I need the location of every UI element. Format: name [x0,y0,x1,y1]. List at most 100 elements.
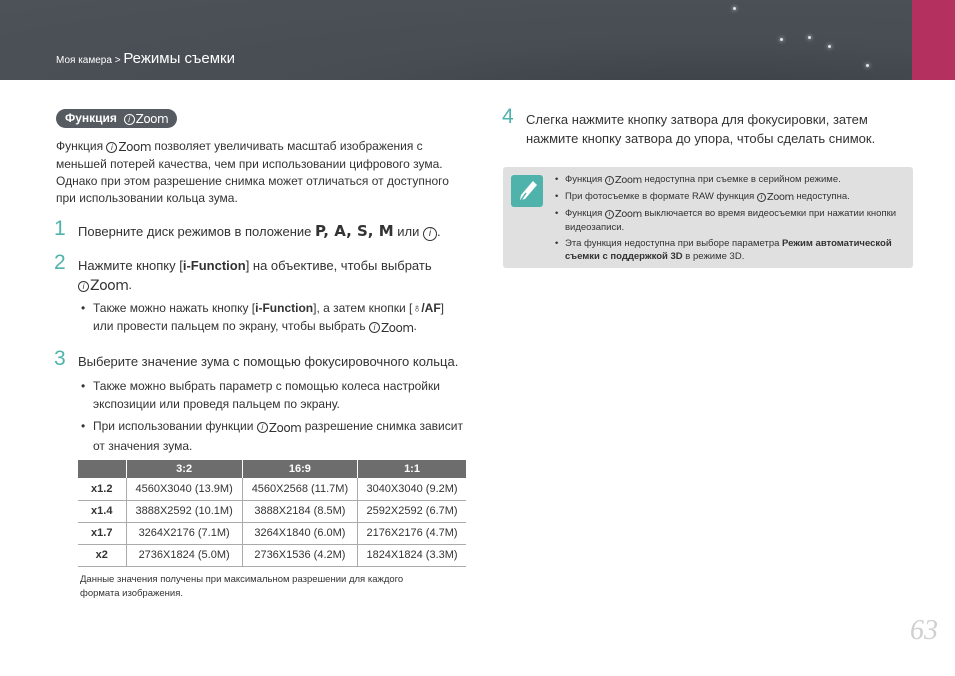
step-3-bullet: Также можно выбрать параметр с помощью к… [79,377,467,413]
section-title-text: Функция [65,111,117,125]
table-cell: 3264X2176 (7.1M) [126,522,243,545]
table-cell: 2736X1824 (5.0M) [126,544,243,567]
note-text: При фотосъемке в формате RAW функция [565,191,755,202]
pen-icon [511,175,543,207]
i-zoom-icon: i Zoom [78,277,129,296]
zoom-label: Zoom [268,420,302,435]
note-text: Функция [565,208,603,219]
intro-text: позволяет увеличивать масштаб изображени… [56,139,449,205]
table-cell: x2 [78,544,127,567]
i-icon: i [256,422,268,433]
decor-dot [808,36,811,39]
table-footnote: Данные значения получены при максимально… [80,574,404,599]
zoom-label: Zoom [90,278,129,294]
table-cell: 3040X3040 (9.2M) [357,478,466,501]
step-number: 1 [54,217,66,240]
decor-dot [866,64,869,67]
section-title: Функция i Zoom [56,109,178,128]
step-text: Выберите значение зума с помощью фокусир… [78,354,459,369]
table-cell: 1824X1824 (3.3M) [357,544,466,567]
table-cell: 3888X2592 (10.1M) [126,500,243,523]
table-cell: x1.4 [78,500,127,523]
step-text: Нажмите кнопку [ [78,258,183,273]
i-icon: i [78,281,89,292]
step-2: 2 Нажмите кнопку [i-Function] на объектив… [54,251,432,296]
bullet-text: Также можно выбрать параметр с помощью к… [93,379,440,411]
i-zoom-icon: i Zoom [106,139,152,156]
table-cell: x1.2 [78,478,127,501]
i-icon: i [604,176,614,185]
step-text: или [397,224,420,239]
bullet-text: Также можно нажать кнопку [ [93,301,256,315]
i-zoom-icon: i Zoom [756,191,794,204]
note-bold-text: Режим автоматической съемки с поддержкой… [565,238,892,262]
zoom-label: Zoom [380,320,414,335]
step-number: 4 [502,105,514,128]
step-number: 2 [54,251,66,274]
step-4: 4 Слегка нажмите кнопку затвора для фокус… [502,106,916,148]
note-item: При фотосъемке в формате RAW функция iZo… [555,190,910,204]
table-cell: 4560X2568 (11.7M) [242,478,359,501]
table-row: x1.4 3888X2592 (10.1M) 3888X2184 (8.5M) 259… [78,500,466,523]
table-row: x1.2 4560X3040 (13.9M) 4560X2568 (11.7M) 30… [78,478,466,501]
intro-paragraph: Функция i Zoom позволяет увеличивать масш… [56,138,466,207]
table-header: 1:1 [357,460,466,478]
breadcrumb-parent[interactable]: Моя камера [56,55,112,66]
zoom-label: Zoom [614,209,642,220]
bullet-text: разрешение снимка зависит от значения зу… [93,419,463,453]
table-header: 16:9 [242,460,359,478]
step-2-bullet: Также можно нажать кнопку [i-Function], … [79,299,467,337]
zoom-label: Zoom [118,140,152,154]
breadcrumb-separator: > [111,55,124,66]
zoom-label: Zoom [614,175,642,186]
step-1: 1 Поверните диск режимов в положение P, A… [54,217,441,241]
note-text: недоступна при съемке в серийном режиме. [644,174,841,185]
i-zoom-icon: i Zoom [604,174,642,187]
i-icon: i [106,142,118,153]
decor-dot [780,38,783,41]
bullet-text: ] или провести пальцем по экрану, чтобы … [93,301,445,333]
i-zoom-icon: i Zoom [368,319,414,337]
bullet-text: ], а затем кнопки [ [313,301,413,315]
table-cell: 3888X2184 (8.5M) [242,500,359,523]
table-cell: x1.7 [78,522,127,545]
key-name: i-Function [182,258,246,273]
page-header: Моя камера > Режимы съемки [0,0,955,80]
table-row: x1.7 3264X2176 (7.1M) 3264X1840 (6.0M) 2176… [78,522,466,545]
table-header-row: 3:2 16:9 1:1 [78,460,466,478]
breadcrumb-current: Режимы съемки [123,50,235,67]
chapter-tab [912,0,955,80]
step-text: Слегка нажмите кнопку затвора для фокуси… [526,112,876,146]
step-3: 3 Выберите значение зума с помощью фокуси… [54,348,468,371]
zoom-label: Zoom [766,192,794,203]
page-number: 63 [910,615,938,646]
i-zoom-icon: i Zoom [256,419,302,437]
note-text: выключается во время видеосъемки при наж… [565,208,897,233]
decor-dot [828,45,831,48]
i-icon: i [368,322,380,333]
key-name: i-Function [255,301,314,315]
i-icon: i [604,210,614,219]
table-row: x2 2736X1824 (5.0M) 2736X1536 (4.2M) 1824X1… [78,544,466,567]
note-text: Эта функция недоступна при выборе параме… [565,238,783,249]
table-header [78,460,127,478]
mode-icons: P, A, S, M [315,222,394,240]
key-icons: ♁/AF [412,301,441,315]
table-cell: 2176X2176 (4.7M) [357,522,466,545]
note-item: Эта функция недоступна при выборе параме… [555,237,910,263]
table-cell: 2592X2592 (6.7M) [357,500,466,523]
zoom-label: Zoom [135,112,169,126]
bullet-text: При использовании функции [93,419,254,433]
note-text: Функция [565,174,603,185]
table-cell: 4560X3040 (13.9M) [126,478,243,501]
table-header: 3:2 [126,460,243,478]
step-number: 3 [54,347,66,370]
note-text: недоступна. [796,191,850,202]
decor-dot [733,7,736,10]
i-icon: i [123,114,135,125]
i-icon: i [423,227,438,241]
